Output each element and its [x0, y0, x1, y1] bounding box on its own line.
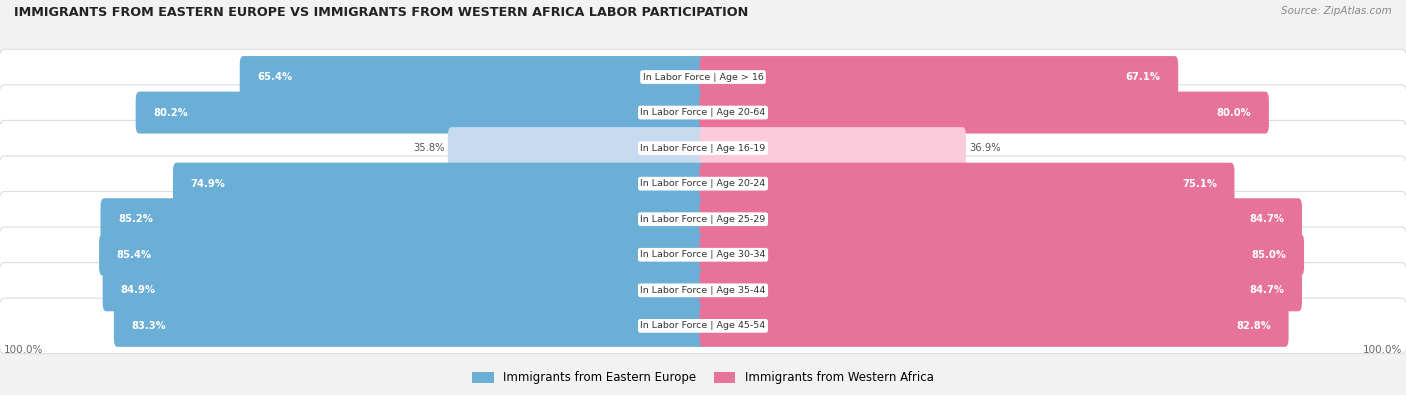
Text: In Labor Force | Age 20-64: In Labor Force | Age 20-64 [640, 108, 766, 117]
FancyBboxPatch shape [239, 56, 707, 98]
Text: 75.1%: 75.1% [1182, 179, 1218, 189]
Text: 84.7%: 84.7% [1250, 285, 1285, 295]
FancyBboxPatch shape [0, 298, 1406, 354]
FancyBboxPatch shape [0, 85, 1406, 140]
FancyBboxPatch shape [0, 120, 1406, 176]
FancyBboxPatch shape [700, 305, 1289, 347]
Text: 84.9%: 84.9% [120, 285, 155, 295]
FancyBboxPatch shape [0, 263, 1406, 318]
FancyBboxPatch shape [101, 198, 707, 240]
FancyBboxPatch shape [700, 92, 1268, 134]
FancyBboxPatch shape [700, 163, 1234, 205]
Text: In Labor Force | Age 35-44: In Labor Force | Age 35-44 [640, 286, 766, 295]
Text: In Labor Force | Age 16-19: In Labor Force | Age 16-19 [640, 144, 766, 152]
Text: In Labor Force | Age 20-24: In Labor Force | Age 20-24 [640, 179, 766, 188]
Text: Source: ZipAtlas.com: Source: ZipAtlas.com [1281, 6, 1392, 16]
FancyBboxPatch shape [0, 192, 1406, 247]
Text: 80.0%: 80.0% [1216, 107, 1251, 118]
FancyBboxPatch shape [700, 269, 1302, 311]
Text: 35.8%: 35.8% [413, 143, 444, 153]
Text: 100.0%: 100.0% [4, 345, 44, 356]
Text: In Labor Force | Age > 16: In Labor Force | Age > 16 [643, 73, 763, 81]
Text: 74.9%: 74.9% [190, 179, 225, 189]
FancyBboxPatch shape [0, 227, 1406, 282]
Text: 85.4%: 85.4% [117, 250, 152, 260]
Legend: Immigrants from Eastern Europe, Immigrants from Western Africa: Immigrants from Eastern Europe, Immigran… [468, 367, 938, 389]
FancyBboxPatch shape [700, 198, 1302, 240]
Text: 100.0%: 100.0% [1362, 345, 1402, 356]
FancyBboxPatch shape [700, 56, 1178, 98]
Text: In Labor Force | Age 45-54: In Labor Force | Age 45-54 [640, 322, 766, 330]
Text: 36.9%: 36.9% [970, 143, 1001, 153]
FancyBboxPatch shape [135, 92, 707, 134]
Text: In Labor Force | Age 30-34: In Labor Force | Age 30-34 [640, 250, 766, 259]
Text: 85.2%: 85.2% [118, 214, 153, 224]
FancyBboxPatch shape [700, 234, 1305, 276]
Text: IMMIGRANTS FROM EASTERN EUROPE VS IMMIGRANTS FROM WESTERN AFRICA LABOR PARTICIPA: IMMIGRANTS FROM EASTERN EUROPE VS IMMIGR… [14, 6, 748, 19]
Text: 83.3%: 83.3% [132, 321, 166, 331]
Text: 67.1%: 67.1% [1126, 72, 1161, 82]
Text: 84.7%: 84.7% [1250, 214, 1285, 224]
Text: 80.2%: 80.2% [153, 107, 188, 118]
FancyBboxPatch shape [0, 156, 1406, 211]
FancyBboxPatch shape [0, 49, 1406, 105]
FancyBboxPatch shape [103, 269, 707, 311]
Text: In Labor Force | Age 25-29: In Labor Force | Age 25-29 [640, 215, 766, 224]
Text: 85.0%: 85.0% [1251, 250, 1286, 260]
FancyBboxPatch shape [449, 127, 707, 169]
Text: 82.8%: 82.8% [1236, 321, 1271, 331]
FancyBboxPatch shape [98, 234, 707, 276]
FancyBboxPatch shape [114, 305, 707, 347]
FancyBboxPatch shape [700, 127, 966, 169]
Text: 65.4%: 65.4% [257, 72, 292, 82]
FancyBboxPatch shape [173, 163, 707, 205]
